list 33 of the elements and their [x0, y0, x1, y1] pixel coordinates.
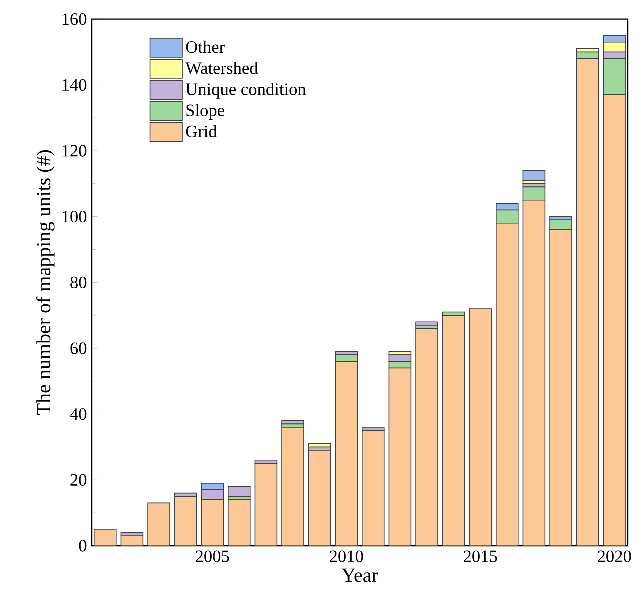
bar [94, 529, 117, 546]
y-tick-label: 40 [70, 408, 87, 420]
bar [442, 315, 466, 546]
legend-label: Grid [186, 125, 218, 138]
bar [174, 496, 198, 546]
y-tick-label: 160 [62, 13, 87, 26]
bar [308, 450, 332, 546]
y-tick-label: 100 [62, 210, 87, 223]
legend-label: Unique condition [186, 83, 306, 99]
y-tick-label: 140 [62, 79, 87, 92]
y-tick-label: 80 [70, 276, 87, 289]
legend-label: Watershed [186, 62, 258, 74]
y-tick-label: 0 [79, 540, 87, 552]
bar [282, 427, 304, 546]
legend-label: Slope [186, 104, 224, 120]
bar [254, 463, 278, 546]
x-axis-title: Year [342, 568, 378, 582]
y-tick-label: 20 [70, 474, 87, 486]
bar [362, 430, 385, 546]
x-tick-label: 2005 [196, 550, 230, 562]
bar [469, 308, 492, 546]
bar [148, 502, 170, 546]
bar [228, 500, 251, 546]
legend-label: Other [186, 40, 225, 54]
y-tick-label: 60 [70, 342, 87, 354]
bar [416, 328, 438, 546]
x-tick-label: 2010 [330, 550, 364, 562]
x-tick-label: 2020 [598, 550, 632, 562]
bar [228, 486, 251, 498]
y-tick-label: 120 [62, 145, 87, 157]
bar [120, 536, 144, 546]
y-axis-title: The number of mapping units (#) [36, 150, 55, 416]
x-tick-label: 2015 [464, 550, 498, 562]
